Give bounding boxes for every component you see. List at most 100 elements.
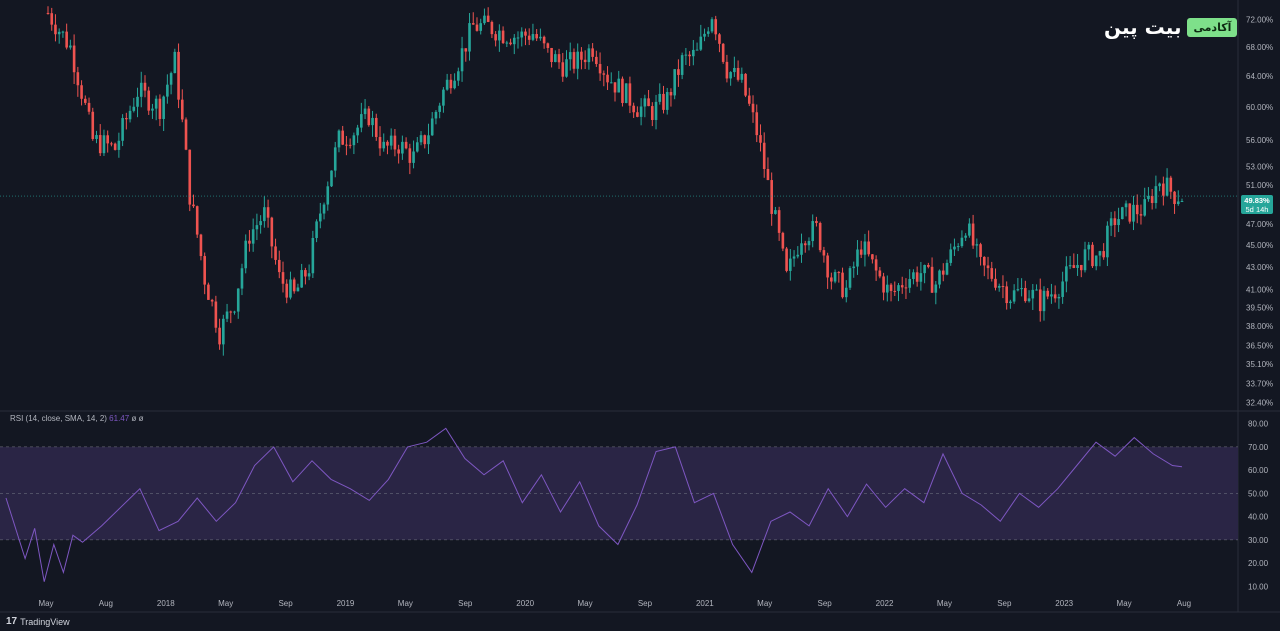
candle-body (415, 142, 419, 152)
candle-body (1083, 249, 1087, 271)
candle (263, 196, 266, 228)
candle-body (214, 301, 218, 328)
candle (304, 267, 307, 285)
candle-body (908, 278, 911, 288)
candle-body (1094, 255, 1098, 267)
candle-body (617, 78, 621, 93)
candle (643, 94, 647, 118)
candle-body (628, 83, 632, 106)
rsi-legend[interactable]: RSI (14, close, SMA, 14, 2) 61.47 ø ø (10, 414, 143, 423)
candle-body (479, 23, 483, 31)
candle (1132, 195, 1135, 231)
candle-body (684, 54, 688, 56)
price-tick-label: 33.70% (1246, 380, 1273, 389)
candle (912, 269, 915, 285)
candle (255, 213, 259, 241)
candle-body (643, 98, 647, 107)
candle-body (789, 258, 792, 271)
candle-body (923, 264, 926, 274)
candle-body (770, 180, 773, 214)
candle (975, 238, 979, 258)
candle (192, 194, 195, 208)
candle (80, 80, 83, 106)
price-tick-label: 68.00% (1246, 43, 1273, 52)
candle-body (158, 98, 162, 119)
candle (736, 60, 740, 82)
candle-body (337, 130, 341, 148)
candle-body (382, 141, 386, 149)
candle (277, 250, 281, 279)
candle (1128, 203, 1132, 224)
candle (639, 98, 643, 126)
tradingview-logo-text: TradingView (20, 616, 70, 627)
candle (214, 295, 218, 333)
candle (789, 248, 792, 281)
candle (703, 28, 706, 42)
candle-body (326, 186, 330, 205)
candle (759, 124, 762, 152)
tradingview-logo[interactable]: 17 TradingView (6, 616, 70, 627)
candle (274, 238, 277, 265)
candle (871, 253, 874, 264)
candle-body (348, 144, 352, 146)
candle (598, 52, 602, 81)
time-tick-label: 2019 (337, 599, 355, 608)
candle (908, 269, 911, 293)
candle (438, 102, 441, 119)
candle (386, 140, 389, 155)
candle (229, 310, 233, 324)
candle (300, 263, 303, 288)
candle (1057, 293, 1061, 309)
candle-body (412, 151, 415, 163)
candle (923, 264, 926, 284)
candle (609, 72, 613, 84)
candle (374, 113, 378, 141)
candle-body (1061, 281, 1064, 297)
rsi-axis: 80.00 70.00 60.00 50.00 40.00 30.00 20.00 10.00 (1248, 420, 1269, 592)
candle-body (882, 276, 885, 293)
candle (378, 126, 382, 156)
candle-body (1135, 204, 1139, 215)
candle (57, 28, 61, 44)
candle (494, 31, 497, 47)
candle (1150, 189, 1154, 210)
candle-body (1124, 203, 1128, 208)
candle-body (662, 93, 665, 110)
candle (531, 23, 535, 42)
candle (248, 230, 251, 252)
candle-body (136, 96, 139, 107)
candle-body (733, 67, 736, 73)
candle (565, 50, 568, 78)
time-tick-label: 2020 (516, 599, 534, 608)
candle-body (154, 98, 158, 109)
candle-body (878, 270, 882, 277)
candle (665, 87, 669, 115)
candle-body (505, 42, 509, 44)
price-tick-label: 39.50% (1246, 304, 1273, 313)
candle (919, 261, 923, 291)
candle-body (125, 118, 128, 120)
candle-body (277, 259, 281, 273)
candle-body (296, 287, 300, 292)
candle (979, 242, 982, 266)
candle-body (251, 229, 255, 244)
candle-body (319, 213, 322, 222)
candle (337, 129, 341, 153)
candle-body (971, 223, 975, 246)
candle (837, 271, 841, 283)
candle-body (945, 262, 949, 275)
candle (210, 298, 214, 307)
candle (61, 30, 65, 38)
candle (729, 71, 732, 86)
candle (408, 143, 412, 175)
candle-body (367, 108, 371, 126)
candle (968, 218, 971, 238)
candle (457, 67, 460, 86)
candle (706, 27, 710, 37)
candle (412, 140, 415, 169)
candle (561, 52, 565, 82)
candle-body (554, 54, 557, 63)
candle (856, 240, 859, 275)
